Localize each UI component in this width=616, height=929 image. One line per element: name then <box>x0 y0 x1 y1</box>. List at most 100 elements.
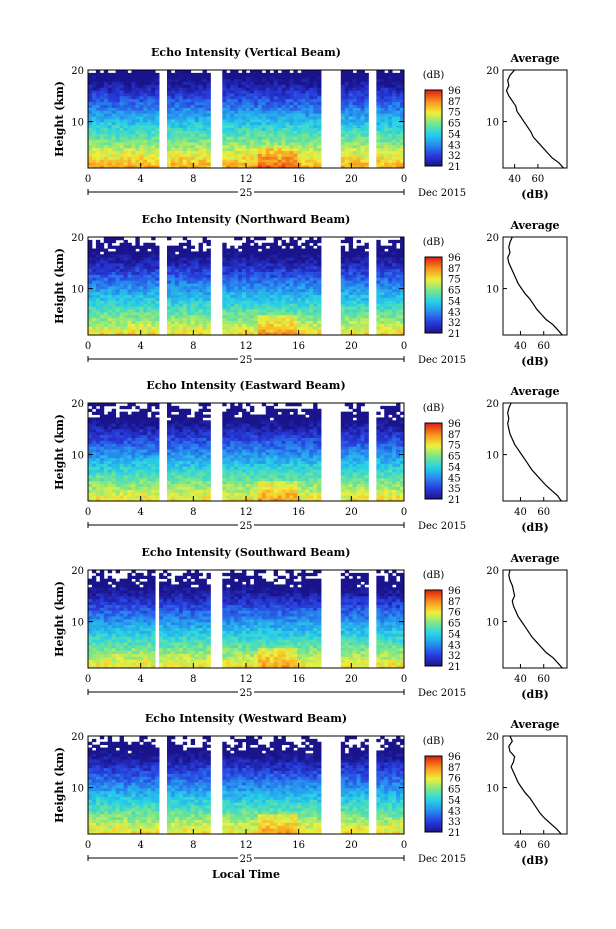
heatmap-cell <box>91 294 97 298</box>
heatmap-cell <box>344 280 350 284</box>
heatmap-cell <box>380 326 385 330</box>
heatmap-cell <box>206 320 211 324</box>
heatmap-cell <box>246 159 251 163</box>
heatmap-cell <box>226 110 231 114</box>
heatmap-cell <box>107 153 113 157</box>
heatmap-cell <box>352 309 357 313</box>
heatmap-cell <box>230 277 235 281</box>
heatmap-cell <box>261 156 267 160</box>
heatmap-cell <box>88 81 93 85</box>
heatmap-cell <box>269 303 275 307</box>
heatmap-cell <box>206 294 211 298</box>
heatmap-cell <box>91 300 97 304</box>
heatmap-cell <box>277 121 282 126</box>
heatmap-cell <box>103 440 109 444</box>
heatmap-cell <box>222 165 227 169</box>
heatmap-cell <box>107 90 113 94</box>
heatmap-cell <box>301 70 306 74</box>
heatmap-cell <box>170 159 176 163</box>
heatmap-cell <box>123 242 128 247</box>
heatmap-cell <box>384 314 389 319</box>
heatmap-cell <box>376 130 381 134</box>
heatmap-cell <box>364 90 369 94</box>
x-tick-label: 0 <box>85 174 91 185</box>
heatmap-cell <box>273 110 278 114</box>
heatmap-cell <box>198 306 203 310</box>
heatmap-cell <box>261 306 267 310</box>
heatmap-cell <box>265 251 271 255</box>
heatmap-cell <box>119 153 124 157</box>
heatmap-cell <box>344 286 350 290</box>
heatmap-cell <box>178 72 184 77</box>
heatmap-cell <box>206 309 211 313</box>
heatmap-cell <box>230 283 235 287</box>
heatmap-cell <box>147 303 152 307</box>
heatmap-cell <box>111 294 117 298</box>
heatmap-cell <box>151 274 156 278</box>
heatmap-cell <box>174 245 180 249</box>
heatmap-cell <box>277 162 282 166</box>
heatmap-cell <box>273 239 278 244</box>
heatmap-cell <box>182 116 188 120</box>
heatmap-cell <box>202 93 207 97</box>
heatmap-cell <box>301 251 306 255</box>
heatmap-cell <box>182 78 188 82</box>
colorbar-swatch <box>425 109 442 112</box>
heatmap-cell <box>384 291 389 296</box>
heatmap-cell <box>115 286 120 290</box>
heatmap-cell <box>119 463 124 467</box>
heatmap-cell <box>107 283 113 287</box>
heatmap-cell <box>88 480 93 485</box>
heatmap-cell <box>281 84 286 88</box>
heatmap-cell <box>242 84 247 88</box>
heatmap-cell <box>376 147 381 152</box>
heatmap-cell <box>143 119 148 123</box>
heatmap-cell <box>194 133 199 137</box>
heatmap-cell <box>356 291 361 296</box>
heatmap-cell <box>396 317 401 321</box>
heatmap-cell <box>167 72 172 77</box>
heatmap-cell <box>135 303 140 307</box>
heatmap-cell <box>226 124 231 129</box>
heatmap-cell <box>226 262 231 267</box>
heatmap-cell <box>107 147 113 152</box>
heatmap-cell <box>119 251 124 255</box>
heatmap-cell <box>344 251 350 255</box>
heatmap-cell <box>380 75 385 80</box>
heatmap-cell <box>313 156 318 160</box>
heatmap-cell <box>103 142 109 146</box>
heatmap-cell <box>139 130 144 134</box>
heatmap-cell <box>135 317 140 321</box>
heatmap-cell <box>115 237 120 241</box>
heatmap-cell <box>257 87 263 91</box>
heatmap-cell <box>151 139 156 143</box>
heatmap-cell <box>289 162 294 166</box>
heatmap-cell <box>285 90 290 94</box>
heatmap-cell <box>107 277 113 281</box>
heatmap-cell <box>123 78 128 82</box>
x-tick-label: 0 <box>401 174 407 185</box>
heatmap-cell <box>364 257 369 261</box>
heatmap-cell <box>384 150 389 154</box>
colorbar-swatch <box>425 124 442 127</box>
heatmap-cell <box>277 294 282 298</box>
heatmap-cell <box>392 119 397 123</box>
heatmap-cell <box>131 254 136 258</box>
heatmap-cell <box>273 254 278 258</box>
heatmap-cell <box>194 150 199 154</box>
heatmap-cell <box>119 280 124 284</box>
heatmap-cell <box>269 87 275 91</box>
heatmap-cell <box>222 70 227 74</box>
heatmap-cell <box>230 268 235 272</box>
heatmap-cell <box>91 486 97 490</box>
heatmap-cell <box>249 323 255 327</box>
heatmap-cell <box>123 93 128 97</box>
heatmap-cell <box>376 326 381 330</box>
heatmap-cell <box>127 426 132 430</box>
heatmap-cell <box>317 124 322 129</box>
heatmap-cell <box>384 260 389 264</box>
heatmap-cell <box>376 101 381 105</box>
heatmap-cell <box>305 78 310 82</box>
heatmap-cell <box>261 294 267 298</box>
heatmap-cell <box>242 277 247 281</box>
